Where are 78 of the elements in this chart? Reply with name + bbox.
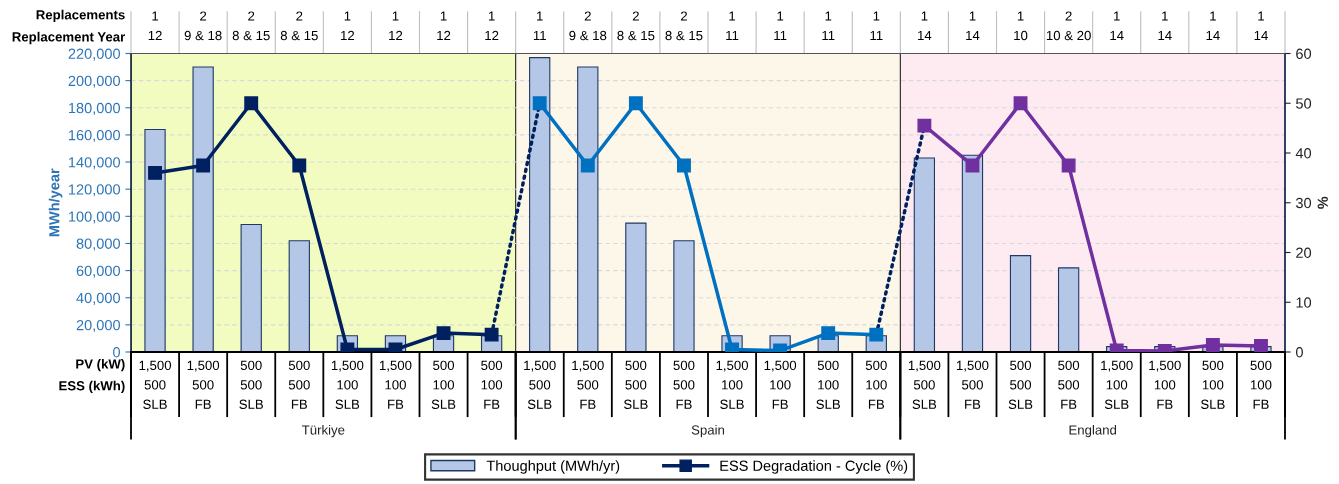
text: Replacements [36, 9, 125, 23]
y-tick-label: 180,000 [68, 102, 121, 115]
x-tick-label: 500 100 SLB [1201, 360, 1225, 409]
text: Türkiye [302, 424, 345, 438]
text: 1 11 [726, 11, 739, 41]
text: 2 9 & 18 [184, 11, 222, 41]
legend-label: ESS Degradation - Cycle (%) [720, 460, 908, 474]
text: 2 8 & 15 [280, 11, 318, 41]
x-tick-label: 1,500 100 FB [379, 360, 412, 409]
y-tick-label: 20,000 [76, 319, 121, 333]
text: Replacement Year [12, 31, 126, 45]
text: 1 11 [774, 11, 787, 41]
text: 1 14 [966, 11, 980, 41]
x-tick-label: 1,500 100 SLB [1101, 360, 1133, 409]
x-tick-label: 500 100 FB [1250, 360, 1272, 409]
text: 1 10 [1014, 11, 1028, 41]
text: 2 8 & 15 [665, 11, 703, 41]
text: 1 12 [148, 11, 162, 41]
y-tick-label: 80,000 [76, 238, 121, 251]
y-tick-label: 40,000 [76, 292, 121, 305]
text: 2 8 & 15 [232, 11, 270, 41]
y2-axis-title: % [1317, 196, 1328, 209]
y2-tick-label: 0 [1295, 347, 1303, 358]
x-tick-label: 1,500 500 FB [572, 360, 604, 409]
y-tick-label: 60,000 [76, 265, 121, 278]
text: 2 9 & 18 [569, 11, 607, 41]
text: 1 14 [1206, 11, 1220, 41]
x-tick-label: 500 500 SLB [1008, 360, 1033, 409]
x-tick-label: 1,500 100 SLB [331, 360, 364, 409]
text: 1 12 [389, 11, 403, 41]
y2-tick-label: 40 [1295, 148, 1312, 159]
x-tick-label: 1,500 100 FB [764, 360, 797, 409]
text: 1 14 [918, 11, 932, 41]
text: PV (kW) [76, 358, 125, 372]
y-tick-label: 120,000 [68, 184, 121, 197]
y2-tick-label: 50 [1296, 98, 1312, 109]
y-tick-label: 160,000 [68, 130, 121, 143]
y-tick-label: 200,000 [68, 75, 121, 88]
x-tick-label: 1,500 100 FB [1149, 360, 1181, 409]
x-tick-label: 500 500 FB [1058, 360, 1080, 409]
y2-tick-label: 30 [1295, 197, 1312, 209]
text: 2 8 & 15 [617, 11, 655, 41]
text: 1 12 [485, 11, 499, 41]
text: 1 12 [341, 11, 355, 41]
text: 1 14 [1158, 11, 1172, 41]
x-tick-label: 500 100 FB [865, 360, 887, 409]
y-axis-title: MWh/year [48, 168, 63, 237]
x-tick-label: 500 500 SLB [624, 360, 648, 409]
x-tick-label: 500 100 SLB [431, 360, 456, 409]
y2-tick-label: 10 [1296, 297, 1312, 308]
text: 1 11 [822, 11, 835, 41]
y2-tick-label: 20 [1296, 247, 1312, 258]
x-tick-label: 1,500 100 SLB [716, 360, 749, 409]
text: 1 11 [533, 11, 546, 41]
text: England [1069, 424, 1117, 438]
y-tick-label: 0 [113, 347, 121, 358]
x-tick-label: 500 500 FB [288, 360, 310, 409]
x-tick-label: 1,500 500 FB [187, 360, 220, 409]
y-tick-label: 140,000 [68, 157, 121, 170]
text: 1 14 [1110, 11, 1124, 41]
x-tick-label: 1,500 500 SLB [524, 360, 556, 409]
y-tick-label: 100,000 [68, 211, 121, 224]
y2-tick-label: 60 [1296, 48, 1312, 59]
x-tick-label: 1,500 500 SLB [139, 360, 172, 409]
x-tick-label: 500 500 SLB [239, 360, 263, 409]
text: 1 14 [1254, 11, 1268, 41]
text: ESS (kWh) [59, 380, 125, 394]
x-tick-label: 500 100 SLB [816, 360, 840, 409]
x-tick-label: 1,500 500 SLB [908, 360, 941, 409]
text: 1 11 [870, 11, 883, 41]
x-tick-label: 500 500 FB [673, 360, 695, 409]
text: Spain [691, 424, 725, 438]
x-tick-label: 500 100 FB [481, 360, 503, 409]
legend-label: Thoughput (MWh/yr) [486, 460, 620, 474]
text: 2 10 & 20 [1046, 11, 1091, 41]
text: 1 12 [437, 11, 451, 41]
y-tick-label: 220,000 [68, 48, 121, 61]
x-tick-label: 1,500 500 FB [956, 360, 989, 409]
